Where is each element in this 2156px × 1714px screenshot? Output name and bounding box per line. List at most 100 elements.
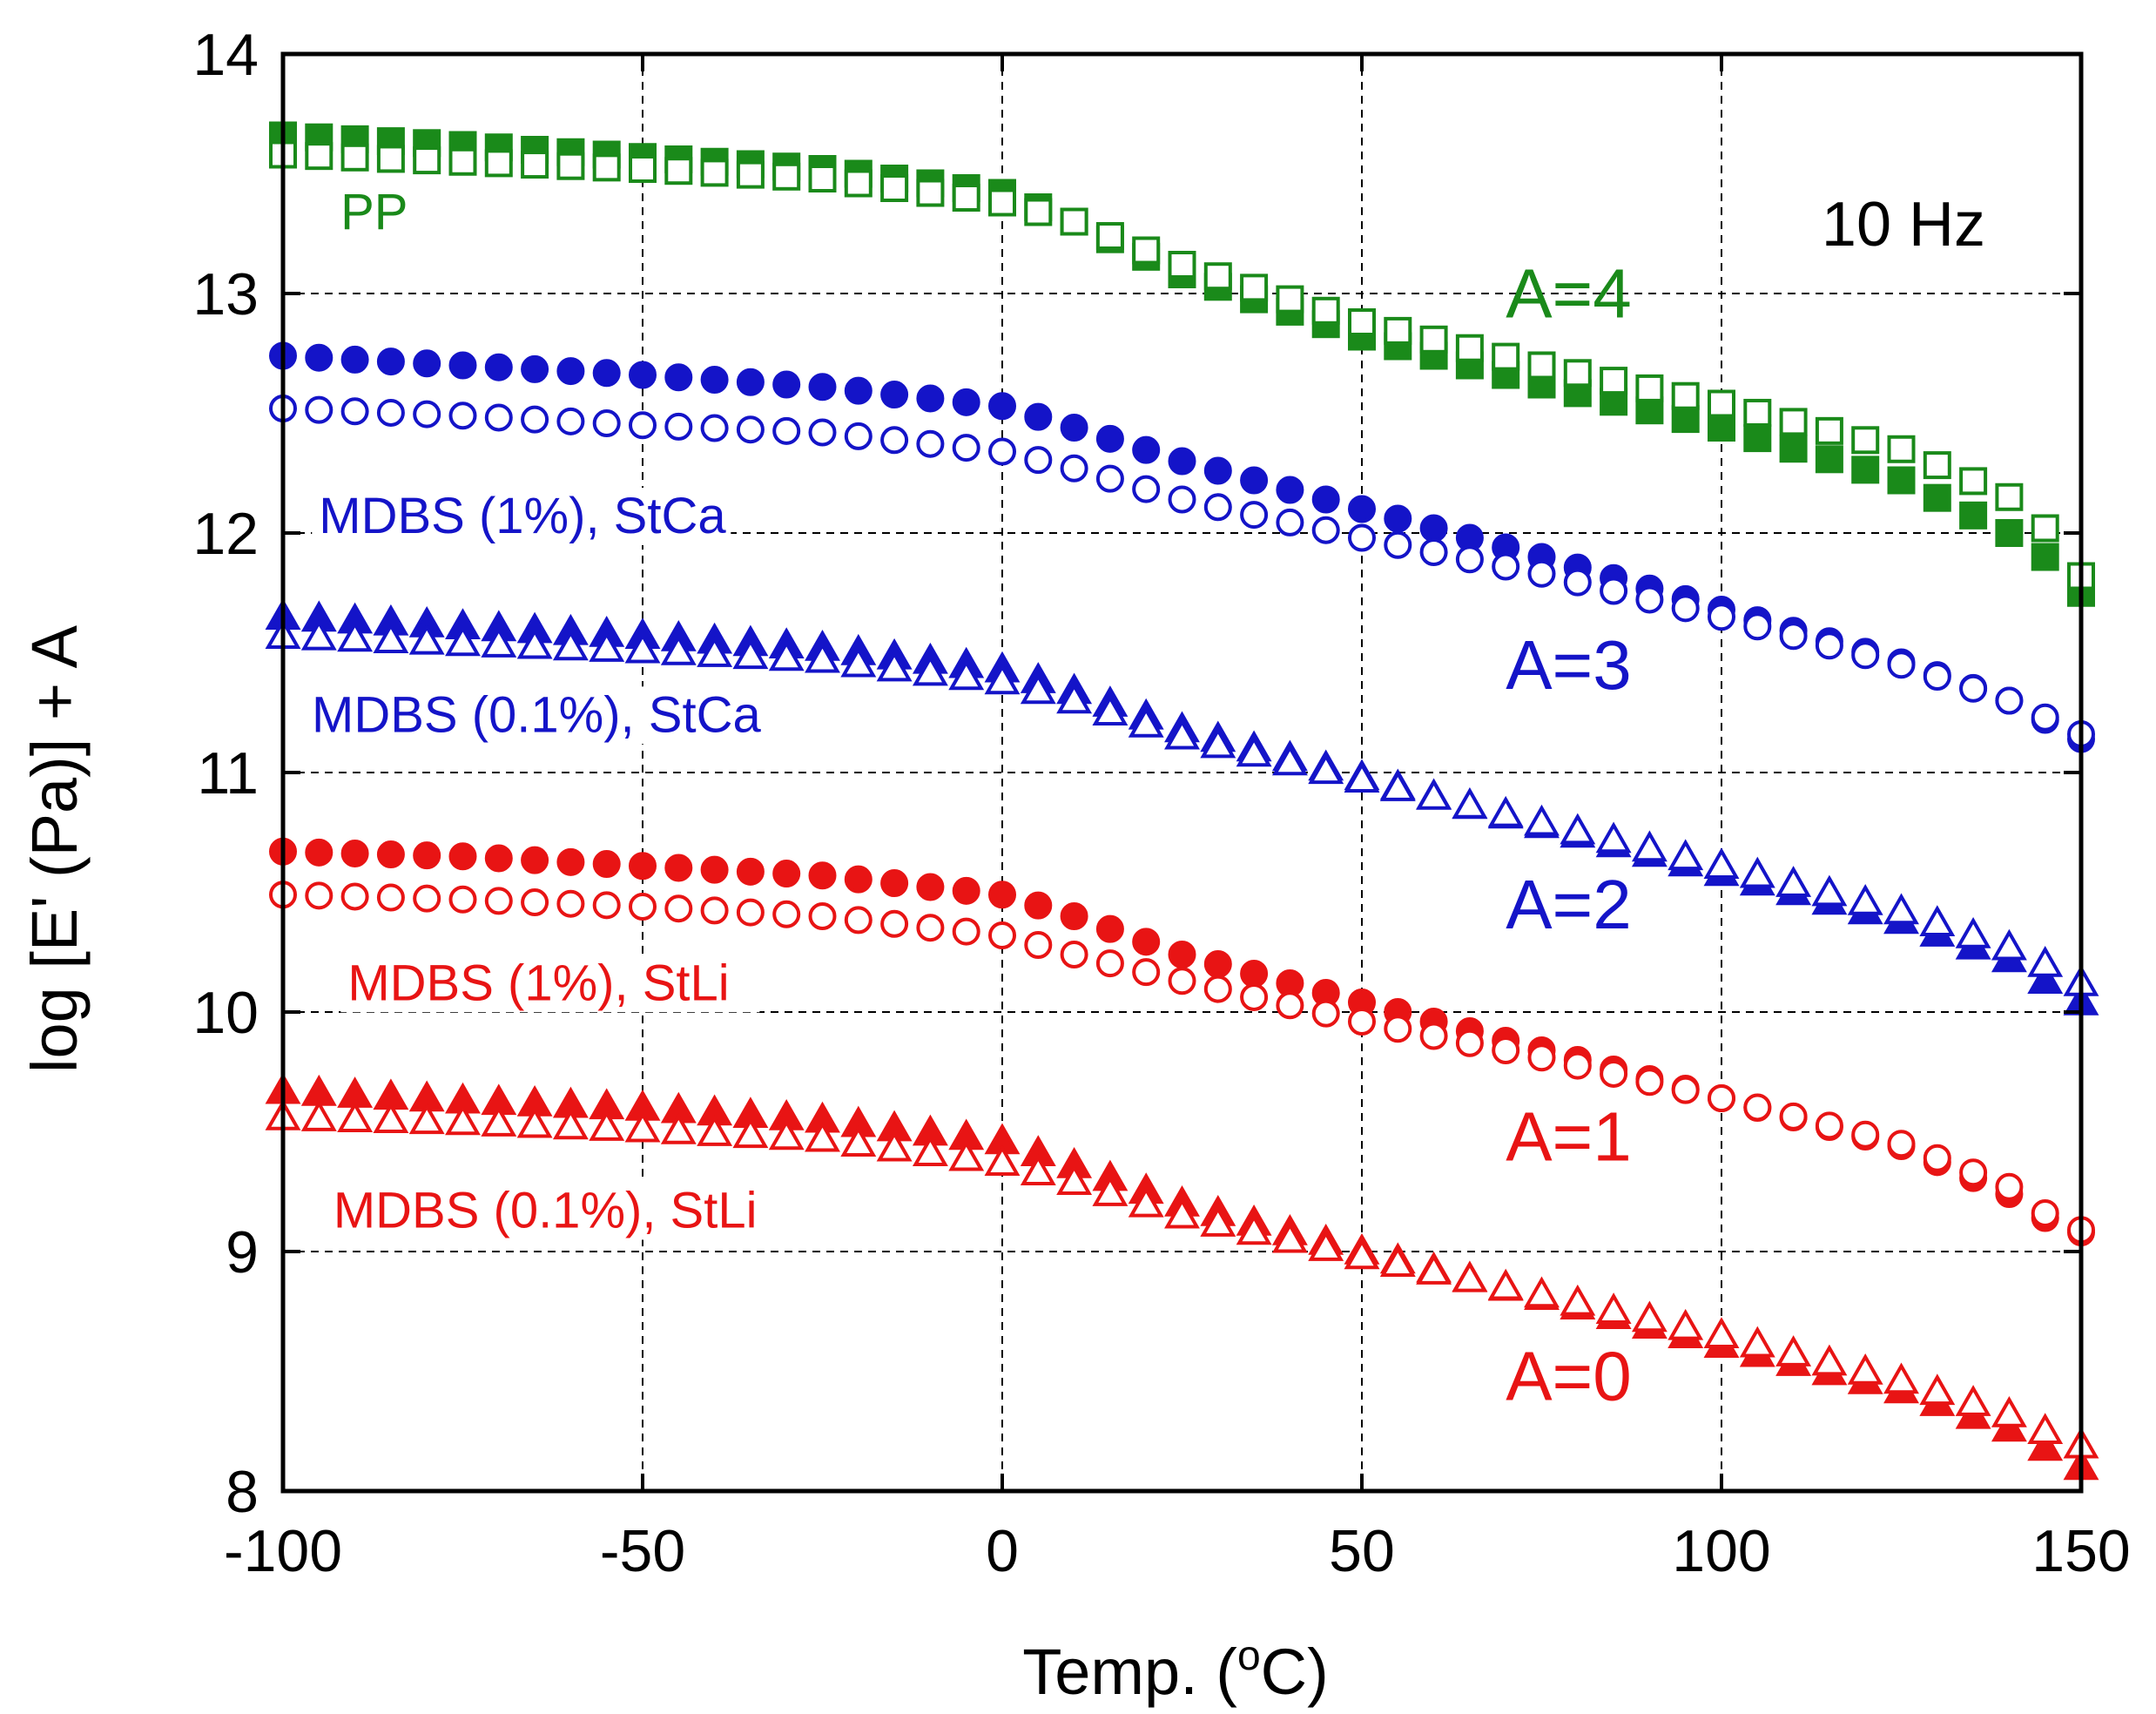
data-point-circle (1240, 982, 1269, 1011)
data-point-square (592, 153, 621, 182)
data-point-square (556, 152, 585, 180)
data-point-circle (700, 414, 729, 442)
data-point-circle (1311, 999, 1340, 1028)
data-point-triangle (589, 631, 625, 662)
x-axis-title: Temp. (oC) (1022, 1633, 1329, 1708)
data-point-circle (1743, 612, 1772, 641)
data-point-circle (772, 370, 801, 399)
data-point-circle (556, 889, 585, 918)
data-point-triangle (1416, 1253, 1452, 1285)
data-point-circle (1060, 902, 1088, 930)
data-point-circle (988, 392, 1016, 421)
data-point-triangle (1847, 884, 1883, 915)
data-point-triangle (1200, 726, 1236, 759)
data-point-circle (1276, 508, 1304, 536)
x-tick-label: 50 (1329, 1518, 1395, 1584)
data-point-circle (448, 402, 477, 430)
data-point-square (1708, 389, 1735, 418)
data-point-triangle (373, 622, 409, 653)
data-point-triangle (408, 623, 445, 655)
data-point-circle (952, 876, 980, 905)
data-point-triangle (732, 638, 769, 670)
data-point-square (629, 155, 657, 183)
data-point-square (772, 162, 801, 191)
data-point-circle (1348, 495, 1376, 523)
data-point-triangle (984, 1144, 1021, 1176)
data-point-circle (1311, 516, 1340, 544)
data-point-circle (592, 359, 621, 388)
data-point-square (1708, 414, 1735, 442)
data-point-circle (664, 854, 693, 882)
data-point-circle (736, 898, 765, 927)
data-point-circle (1203, 950, 1232, 978)
annotation-background (312, 488, 731, 545)
data-point-circle (1959, 674, 1988, 703)
data-point-circle (988, 881, 1016, 909)
data-point-square (340, 143, 369, 172)
data-point-circle (1384, 530, 1412, 559)
data-point-square (1887, 466, 1916, 495)
data-point-triangle (1452, 1260, 1488, 1292)
data-point-circle (988, 921, 1016, 949)
series-3 (269, 395, 2095, 748)
data-point-square (952, 184, 980, 212)
data-point-circle (772, 860, 801, 888)
data-point-square (1887, 435, 1916, 463)
data-point-square (1455, 334, 1484, 362)
data-point-circle (1060, 414, 1088, 442)
data-point-circle (305, 395, 334, 424)
data-point-circle (305, 881, 334, 910)
series-7 (269, 881, 2095, 1245)
data-point-triangle (2027, 962, 2064, 994)
data-point-circle (700, 855, 729, 884)
data-point-square (2031, 514, 2059, 543)
data-point-square (1384, 316, 1412, 345)
data-point-circle (376, 348, 405, 376)
data-point-triangle (1919, 1373, 1956, 1406)
data-point-circle (1419, 514, 1448, 543)
annotation-label: MDBS (0.1%), StLi (334, 1183, 758, 1239)
data-point-square (916, 179, 945, 207)
annotation-label: A=0 (1506, 1338, 1632, 1415)
data-point-triangle (1487, 1268, 1524, 1300)
data-point-square (1995, 519, 2024, 547)
axes: -100 -50 0 50 100 150 8 9 10 11 12 13 14 (192, 22, 2130, 1584)
data-point-circle (1024, 931, 1053, 959)
data-point-circle (1024, 446, 1053, 475)
data-point-circle (1203, 493, 1232, 522)
data-point-triangle (1308, 752, 1344, 785)
data-point-circle (1923, 663, 1951, 691)
data-point-circle (952, 434, 980, 462)
data-point-circle (521, 888, 549, 917)
data-point-square (1923, 483, 1951, 512)
data-point-triangle (1487, 795, 1524, 827)
annotation-label: MDBS (0.1%), StCa (312, 686, 761, 743)
data-point-triangle (1883, 1362, 1919, 1394)
data-point-triangle (876, 650, 913, 682)
data-point-circle (629, 852, 657, 881)
data-point-triangle (1164, 1197, 1200, 1229)
data-point-circle (1815, 1111, 1843, 1140)
data-point-triangle (300, 1100, 337, 1131)
data-point-triangle (1560, 1284, 1596, 1316)
data-point-circle (1635, 1068, 1664, 1097)
data-point-circle (952, 388, 980, 416)
series-9 (265, 1098, 2099, 1459)
x-tick-label: -50 (600, 1518, 685, 1584)
data-point-triangle (1056, 1164, 1093, 1195)
data-point-circle (521, 405, 549, 434)
annotations: PP A=4 MDBS (1%), StCa A=3 MDBS (0.1%), StCa… (305, 183, 1632, 1415)
data-point-square (880, 174, 909, 202)
data-point-circle (592, 850, 621, 879)
data-point-circle (1095, 464, 1124, 493)
annotation-label: A=3 (1506, 626, 1632, 704)
data-point-circle (413, 884, 441, 913)
data-point-circle (1635, 585, 1664, 614)
data-point-triangle (660, 633, 697, 665)
data-point-circle (1887, 1130, 1916, 1158)
y-axis-title: log [E' (Pa)] + A (18, 624, 91, 1073)
data-point-circle (1060, 454, 1088, 482)
data-point-square (700, 159, 729, 187)
data-point-circle (736, 368, 765, 396)
data-point-circle (1563, 568, 1592, 597)
